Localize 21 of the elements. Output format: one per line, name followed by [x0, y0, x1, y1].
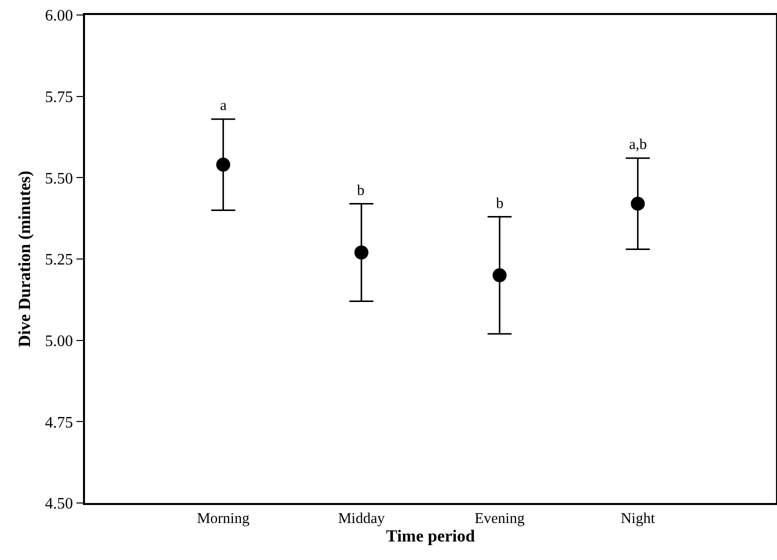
point: [492, 268, 507, 282]
y-tick-label: 5.75: [45, 88, 74, 106]
annotation: b: [496, 196, 504, 212]
x-tick-label: Evening: [474, 510, 526, 527]
y-tick-label: 5.50: [45, 170, 74, 188]
y-tick-label: 5.00: [45, 332, 74, 350]
annotation: a: [220, 98, 227, 114]
point: [216, 158, 230, 172]
x-tick-label: Night: [620, 510, 656, 527]
y-axis-title: Dive Duration (minutes): [15, 170, 34, 348]
annotation: b: [357, 183, 364, 199]
point: [354, 245, 368, 260]
point: [630, 196, 645, 211]
x-tick-label: Morning: [196, 510, 250, 527]
y-tick-label: 6.00: [45, 8, 74, 25]
y-tick-label: 5.25: [45, 252, 74, 269]
annotation: a,b: [629, 137, 647, 153]
x-tick-label: Midday: [338, 510, 386, 527]
y-tick-label: 4.75: [45, 414, 74, 432]
x-axis-title: Time period: [386, 526, 476, 546]
y-tick-label: 4.50: [45, 496, 74, 513]
